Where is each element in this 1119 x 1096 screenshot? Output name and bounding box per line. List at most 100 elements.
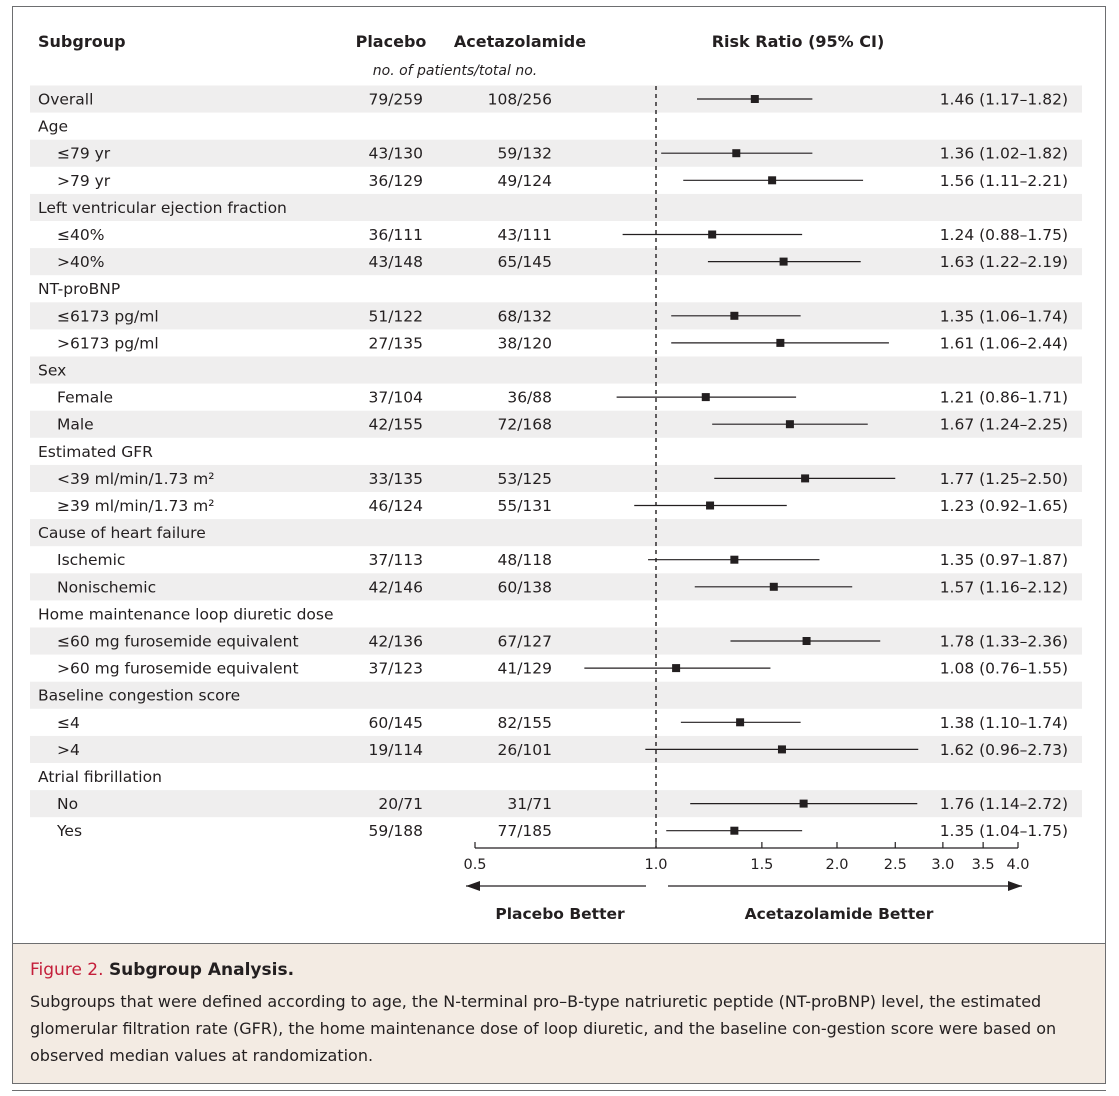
row-label-sex: Sex [38, 362, 66, 380]
row-label-female: Female [57, 389, 113, 407]
caption-title: Figure 2. Subgroup Analysis. [30, 958, 1087, 982]
point-estimate [732, 149, 741, 158]
row-shade [30, 410, 1082, 438]
row-shading [30, 85, 1082, 818]
point-estimate [768, 176, 777, 185]
header-placebo: Placebo [356, 32, 427, 51]
row-label-40: ≤40% [57, 226, 104, 244]
acetazolamide-count: 41/129 [497, 660, 552, 678]
row-label-6173-pg-ml: ≤6173 pg/ml [57, 307, 159, 325]
placebo-count: 36/111 [368, 226, 423, 244]
ci-text: 1.46 (1.17–1.82) [940, 91, 1068, 109]
label-placebo-better: Placebo Better [495, 905, 625, 923]
row-label-4: ≤4 [57, 714, 80, 732]
row-label-left-ventricular-ejection-fraction: Left ventricular ejection fraction [38, 199, 287, 217]
ci-text: 1.67 (1.24–2.25) [940, 416, 1068, 434]
placebo-count: 51/122 [368, 307, 423, 325]
row-label-atrial-fibrillation: Atrial fibrillation [38, 768, 162, 786]
acetazolamide-count: 59/132 [497, 145, 552, 163]
row-shade [30, 573, 1082, 601]
row-shade [30, 681, 1082, 709]
acetazolamide-count: 60/138 [497, 578, 552, 596]
point-estimate [799, 799, 808, 808]
point-estimate [701, 393, 710, 402]
row-label-ischemic: Ischemic [57, 551, 125, 569]
placebo-count: 46/124 [368, 497, 423, 515]
ci-text: 1.35 (0.97–1.87) [940, 551, 1068, 569]
row-label-40: >40% [57, 253, 104, 271]
placebo-count: 37/104 [368, 389, 423, 407]
row-label-estimated-gfr: Estimated GFR [38, 443, 153, 461]
row-label-male: Male [57, 416, 94, 434]
row-label-home-maintenance-loop-diuretic-dose: Home maintenance loop diuretic dose [38, 605, 334, 623]
row-shade [30, 193, 1082, 221]
point-estimate [730, 311, 739, 320]
ci-marks [584, 95, 919, 835]
ci-text: 1.78 (1.33–2.36) [940, 633, 1068, 651]
ci-text: 1.23 (0.92–1.65) [940, 497, 1068, 515]
ci-text: 1.38 (1.10–1.74) [940, 714, 1068, 732]
row-shade [30, 248, 1082, 276]
row-shade [30, 302, 1082, 330]
point-estimate [769, 582, 778, 591]
caption-heading: Subgroup Analysis. [108, 960, 295, 980]
row-label-cause-of-heart-failure: Cause of heart failure [38, 524, 206, 542]
x-tick-label: 0.5 [463, 857, 486, 873]
row-label-6173-pg-ml: >6173 pg/ml [57, 334, 159, 352]
header-acetazolamide: Acetazolamide [454, 32, 586, 51]
acetazolamide-count: 72/168 [497, 416, 552, 434]
x-tick-label: 1.5 [750, 857, 773, 873]
row-shade [30, 85, 1082, 113]
acetazolamide-count: 43/111 [497, 226, 552, 244]
row-label-79-yr: >79 yr [57, 172, 111, 190]
point-estimate [801, 474, 810, 483]
point-estimate [730, 826, 739, 835]
x-tick-label: 4.0 [1006, 857, 1029, 873]
point-estimate [736, 718, 745, 727]
acetazolamide-count: 49/124 [497, 172, 552, 190]
row-label-nonischemic: Nonischemic [57, 578, 156, 596]
row-shade [30, 627, 1082, 655]
placebo-count: 20/71 [378, 795, 423, 813]
row-label-baseline-congestion-score: Baseline congestion score [38, 687, 240, 705]
placebo-count: 42/136 [368, 633, 423, 651]
row-shade [30, 464, 1082, 492]
header-risk-ratio: Risk Ratio (95% CI) [712, 32, 885, 51]
ci-text: 1.21 (0.86–1.71) [940, 389, 1068, 407]
acetazolamide-count: 26/101 [497, 741, 552, 759]
x-tick-label: 2.5 [884, 857, 907, 873]
ci-text: 1.57 (1.16–2.12) [940, 578, 1068, 596]
acetazolamide-count: 48/118 [497, 551, 552, 569]
row-shade [30, 790, 1082, 818]
ci-text: 1.36 (1.02–1.82) [940, 145, 1068, 163]
right-arrow [668, 881, 1022, 891]
ci-text: 1.63 (1.22–2.19) [940, 253, 1068, 271]
row-label-79-yr: ≤79 yr [57, 145, 111, 163]
point-estimate [779, 257, 788, 266]
placebo-count: 79/259 [368, 91, 423, 109]
x-tick-label: 1.0 [644, 857, 667, 873]
point-estimate [708, 230, 717, 239]
acetazolamide-count: 36/88 [507, 389, 552, 407]
ci-text: 1.62 (0.96–2.73) [940, 741, 1068, 759]
point-estimate [750, 95, 759, 103]
placebo-count: 36/129 [368, 172, 423, 190]
point-estimate [706, 501, 715, 510]
figure-caption: Figure 2. Subgroup Analysis. Subgroups t… [13, 943, 1105, 1083]
figure-frame [12, 6, 1106, 1084]
bottom-rule [12, 1090, 1106, 1091]
placebo-count: 43/130 [368, 145, 423, 163]
point-estimate [672, 664, 681, 673]
ci-text: 1.76 (1.14–2.72) [940, 795, 1068, 813]
acetazolamide-count: 67/127 [497, 633, 552, 651]
acetazolamide-count: 77/185 [497, 822, 552, 840]
placebo-count: 60/145 [368, 714, 423, 732]
ci-text: 1.08 (0.76–1.55) [940, 660, 1068, 678]
point-estimate [777, 745, 786, 754]
placebo-count: 59/188 [368, 822, 423, 840]
acetazolamide-count: 55/131 [497, 497, 552, 515]
placebo-count: 43/148 [368, 253, 423, 271]
row-shade [30, 519, 1082, 547]
placebo-count: 42/146 [368, 578, 423, 596]
caption-figure-label: Figure 2. [30, 960, 104, 980]
